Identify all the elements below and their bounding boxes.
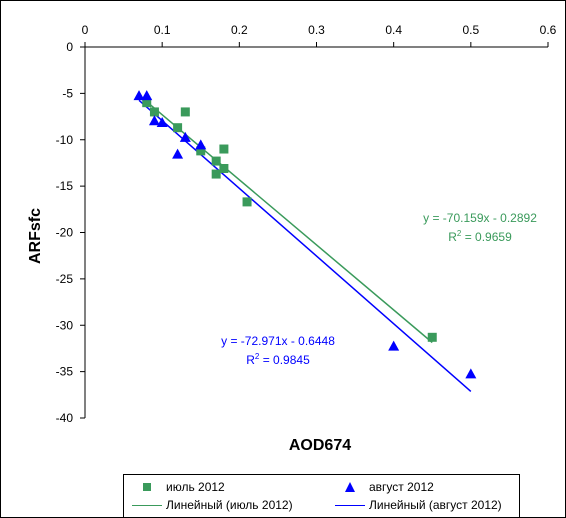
y-tick-label: -25	[56, 272, 74, 286]
data-point-august	[388, 340, 400, 351]
legend-label-july: июль 2012	[166, 480, 225, 494]
y-tick-label: -5	[62, 86, 73, 100]
data-point-july	[173, 123, 183, 133]
data-point-july	[180, 107, 190, 117]
data-point-july	[211, 156, 221, 166]
data-point-august	[133, 90, 145, 101]
plot-area: 0 0.1 0.2 0.3 0.4 0.5 0.6 0 -5 -10 -15 -20 -25 -30 -35…	[56, 23, 557, 425]
x-tick-label: 0.5	[462, 23, 479, 37]
legend-item-trend-august: Линейный (август 2012)	[333, 496, 502, 514]
y-tick-label: -20	[56, 226, 74, 240]
legend-square-icon	[130, 480, 164, 494]
x-tick-label: 0.4	[385, 23, 402, 37]
y-tick-label: -35	[56, 365, 74, 379]
legend-label-trend-august: Линейный (август 2012)	[369, 498, 502, 512]
data-point-july	[211, 169, 221, 179]
data-point-august	[172, 148, 184, 159]
y-tick-label: -40	[56, 411, 74, 425]
y-tick-label: -15	[56, 179, 74, 193]
legend-item-august: август 2012	[333, 478, 434, 496]
x-tick-label: 0.2	[231, 23, 248, 37]
data-point-july	[196, 146, 206, 156]
data-point-august	[148, 115, 160, 126]
legend-item-july: июль 2012	[130, 478, 225, 496]
data-point-august	[195, 139, 207, 150]
data-point-july	[242, 197, 252, 207]
data-point-july	[219, 164, 229, 174]
trendline-july	[138, 94, 433, 344]
y-tick-label: -10	[56, 133, 74, 147]
legend-item-trend-july: Линейный (июль 2012)	[130, 496, 293, 514]
trendline-august	[138, 99, 472, 392]
data-point-august	[465, 368, 477, 379]
data-point-august	[156, 117, 168, 128]
data-point-august	[141, 90, 153, 101]
x-axis-title: AOD674	[289, 437, 351, 454]
data-point-august	[179, 131, 191, 142]
data-point-july	[149, 107, 159, 117]
equation-label-july: y = -70.159x - 0.2892	[423, 211, 537, 225]
legend-line-blue-icon	[333, 498, 367, 512]
x-tick-label: 0	[82, 23, 89, 37]
y-tick-label: -30	[56, 318, 74, 332]
y-tick-label: 0	[66, 40, 73, 54]
legend-triangle-icon	[333, 480, 367, 494]
equation-label-august: y = -72.971x - 0.6448	[221, 334, 335, 348]
r-squared-label-july: R2 = 0.9659	[448, 229, 512, 244]
y-axis-title: ARFsfc	[27, 208, 44, 264]
data-point-july	[219, 144, 229, 154]
legend: июль 2012 август 2012 Линейный (июль 201…	[123, 474, 520, 518]
data-point-july	[427, 332, 437, 342]
legend-line-green-icon	[130, 498, 164, 512]
x-tick-label: 0.3	[308, 23, 325, 37]
legend-label-trend-july: Линейный (июль 2012)	[166, 498, 293, 512]
r-squared-label-august: R2 = 0.9845	[246, 352, 310, 367]
x-tick-label: 0.6	[540, 23, 557, 37]
legend-label-august: август 2012	[369, 480, 434, 494]
x-tick-label: 0.1	[154, 23, 171, 37]
data-point-july	[142, 98, 152, 108]
